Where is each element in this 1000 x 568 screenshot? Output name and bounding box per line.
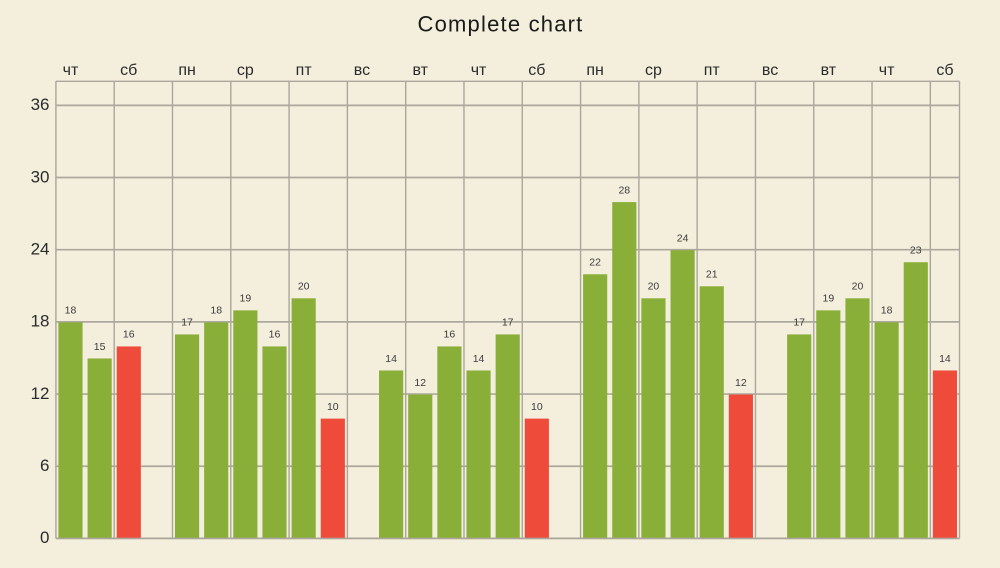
svg-text:18: 18	[31, 312, 50, 331]
svg-text:6: 6	[40, 456, 49, 475]
svg-text:0: 0	[40, 528, 49, 547]
svg-text:сб: сб	[528, 62, 545, 79]
svg-text:пт: пт	[704, 62, 721, 79]
svg-text:Complete chart: Complete chart	[418, 12, 584, 37]
svg-text:24: 24	[677, 233, 689, 245]
svg-text:12: 12	[414, 377, 426, 389]
svg-text:15: 15	[94, 341, 106, 353]
svg-text:вс: вс	[762, 62, 778, 79]
svg-text:14: 14	[939, 353, 951, 365]
svg-text:10: 10	[327, 401, 339, 413]
svg-text:18: 18	[65, 305, 77, 317]
svg-text:23: 23	[910, 245, 922, 257]
svg-text:сб: сб	[936, 62, 953, 79]
svg-text:ср: ср	[237, 62, 254, 79]
svg-text:21: 21	[706, 269, 718, 281]
svg-text:чт: чт	[879, 62, 895, 79]
svg-text:16: 16	[269, 329, 281, 341]
svg-text:20: 20	[648, 281, 660, 293]
svg-text:пт: пт	[296, 62, 313, 79]
svg-text:17: 17	[793, 317, 805, 329]
svg-text:14: 14	[473, 353, 485, 365]
svg-text:18: 18	[210, 305, 222, 317]
svg-text:28: 28	[618, 184, 630, 196]
svg-text:22: 22	[589, 257, 601, 269]
svg-text:вт: вт	[821, 62, 837, 79]
svg-text:ср: ср	[645, 62, 662, 79]
svg-text:вс: вс	[354, 62, 370, 79]
svg-text:16: 16	[444, 329, 456, 341]
svg-text:17: 17	[502, 317, 514, 329]
svg-text:10: 10	[531, 401, 543, 413]
svg-text:чт: чт	[63, 62, 79, 79]
svg-text:12: 12	[31, 384, 50, 403]
svg-text:19: 19	[822, 293, 834, 305]
svg-text:16: 16	[123, 329, 135, 341]
svg-text:36: 36	[31, 95, 50, 114]
svg-text:сб: сб	[120, 62, 137, 79]
svg-text:чт: чт	[471, 62, 487, 79]
svg-text:пн: пн	[586, 62, 604, 79]
svg-text:18: 18	[881, 305, 893, 317]
svg-text:пн: пн	[178, 62, 196, 79]
svg-text:20: 20	[852, 281, 864, 293]
svg-text:12: 12	[735, 377, 747, 389]
svg-text:30: 30	[31, 167, 50, 186]
svg-text:вт: вт	[413, 62, 429, 79]
svg-text:17: 17	[181, 317, 193, 329]
svg-text:19: 19	[240, 293, 252, 305]
svg-text:20: 20	[298, 281, 310, 293]
svg-text:24: 24	[31, 240, 50, 259]
svg-text:14: 14	[385, 353, 397, 365]
